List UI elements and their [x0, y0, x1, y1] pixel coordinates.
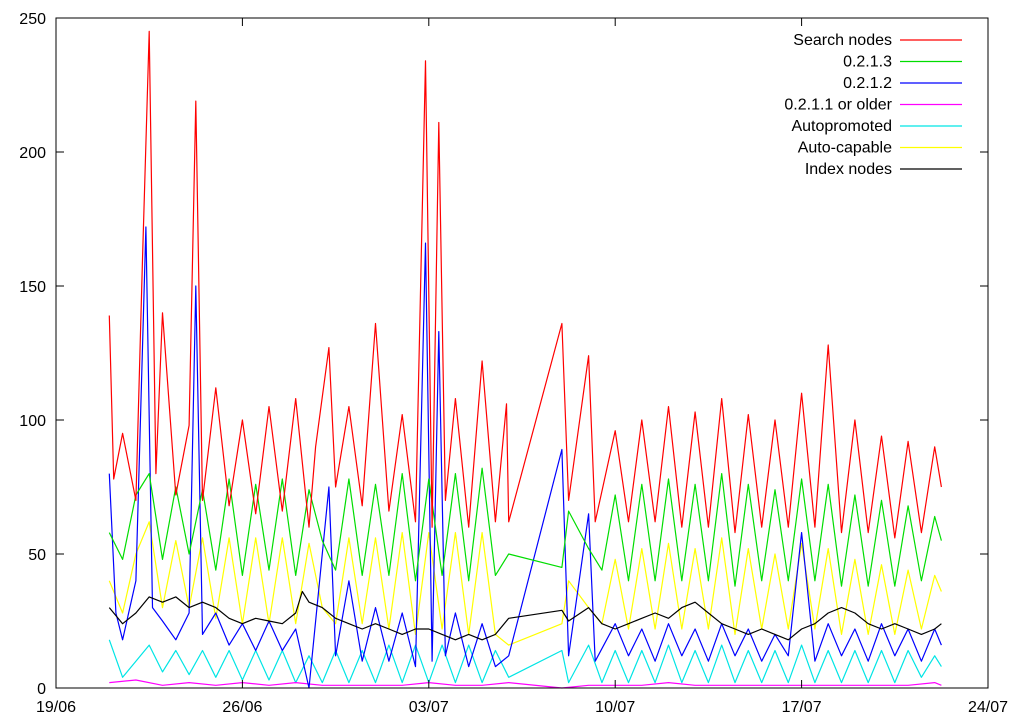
- series-line-0-2-1-1-or-older: [109, 679, 942, 689]
- legend-label: Index nodes: [805, 161, 892, 178]
- legend-label: 0.2.1.2: [843, 75, 892, 92]
- x-tick-label: 03/07: [409, 699, 449, 716]
- plot-frame: [55, 17, 989, 689]
- legend-label: Search nodes: [793, 32, 892, 49]
- x-tick-label: 26/06: [222, 699, 262, 716]
- series-line-auto-capable: [108, 521, 942, 646]
- y-tick-label: 100: [19, 413, 46, 430]
- y-tick-label: 200: [19, 145, 46, 162]
- legend-label: 0.2.1.1 or older: [784, 97, 892, 114]
- y-tick-label: 150: [19, 279, 46, 296]
- x-tick-label: 19/06: [36, 699, 76, 716]
- y-tick-label: 50: [28, 547, 46, 564]
- legend-label: 0.2.1.3: [843, 54, 892, 71]
- legend-label: Auto-capable: [798, 140, 892, 157]
- y-tick-label: 0: [37, 681, 46, 698]
- series-line-0-2-1-2: [108, 226, 942, 689]
- tick-layer: 0 50 100 150 200 250 19/06 26/06 03/07 10/07 17/07…: [19, 11, 1008, 716]
- legend-label: Autopromoted: [791, 118, 892, 135]
- x-tick-label: 24/07: [968, 699, 1008, 716]
- y-tick-label: 250: [19, 11, 46, 28]
- series-line-autopromoted: [108, 639, 942, 684]
- series-line-0-2-1-3: [108, 467, 942, 587]
- x-tick-label: 10/07: [595, 699, 635, 716]
- series-line-index-nodes: [108, 590, 942, 641]
- series-line-search-nodes: [108, 30, 942, 539]
- legend: Search nodes 0.2.1.3 0.2.1.2 0.2.1.1 or old…: [784, 32, 962, 178]
- x-tick-label: 17/07: [782, 699, 822, 716]
